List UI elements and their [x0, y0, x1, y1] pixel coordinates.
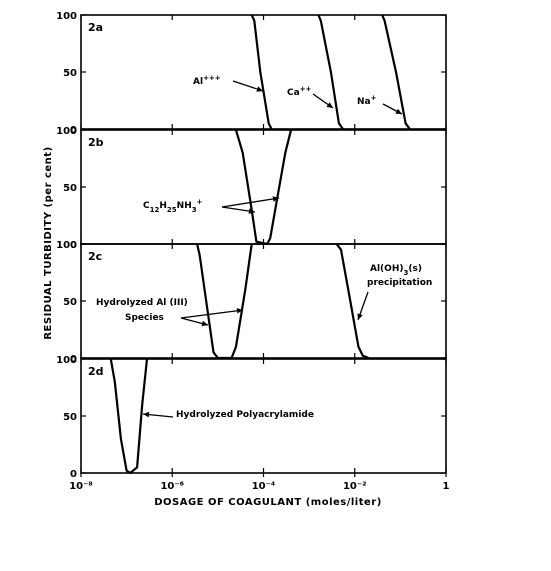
panel-label: 2a: [88, 21, 103, 34]
series-line-1: [234, 129, 293, 246]
annotation-arrow: [180, 309, 244, 319]
y-tick-label: 100: [56, 126, 77, 137]
y-tick-label: 50: [63, 183, 77, 194]
chart-panel-2b: 2b 0 50 100 C12H25NH3+: [56, 126, 447, 251]
x-tick-label: 1: [443, 481, 450, 492]
annotation-label-line2: Species: [125, 313, 164, 323]
annotation-arrow: [221, 197, 280, 208]
panel-label: 2d: [88, 365, 104, 378]
chart-panel-2c: 2c 0 50 100 Hydrolyzed Al (III) Species Al(OH)…: [56, 240, 447, 365]
y-tick-label: 100: [56, 355, 77, 366]
y-tick-label: 0: [70, 240, 77, 251]
annotation-label: Al+++: [193, 74, 221, 87]
chart-panels: 2a 0 50 100 Al+++ Ca++ Na+ 2b 0 50 100 C12H25NH3+ 2c…: [56, 11, 447, 480]
arrow-head: [256, 86, 263, 92]
y-tick-label: 50: [63, 68, 77, 79]
y-tick-label: 0: [70, 354, 77, 365]
series-line-1: [109, 358, 149, 475]
x-tick-label: 10⁻²: [343, 481, 367, 492]
series-line-2: [317, 14, 344, 130]
series-line-2: [335, 243, 369, 360]
series-line-3: [381, 14, 411, 130]
arrow-head: [357, 313, 363, 320]
x-axis: 10⁻⁸ 10⁻⁶ 10⁻⁴ 10⁻² 1: [69, 473, 450, 492]
annotation-label-line2: precipitation: [367, 278, 432, 288]
panel-label: 2c: [88, 250, 102, 263]
annotation-label: Na+: [357, 94, 377, 107]
y-tick-label: 0: [70, 125, 77, 136]
series-line-1: [250, 14, 273, 130]
x-tick-label: 10⁻⁶: [160, 481, 184, 492]
y-tick-label: 100: [56, 240, 77, 251]
arrow-head: [201, 320, 208, 327]
chart-panel-2a: 2a 0 50 100 Al+++ Ca++ Na+: [56, 11, 447, 136]
y-axis-label: RESIDUAL TURBIDITY (per cent): [43, 146, 54, 339]
y-tick-label: 50: [63, 297, 77, 308]
annotation-label: Ca++: [287, 85, 312, 98]
panel-frame: [80, 14, 447, 130]
chart-panel-2d: 2d 0 50 100 Hydrolyzed Polyacrylamide: [56, 355, 447, 480]
y-tick-label: 100: [56, 11, 77, 22]
x-axis-label: DOSAGE OF COAGULANT (moles/liter): [154, 497, 382, 508]
arrow-head: [236, 308, 243, 314]
arrow-head: [326, 102, 333, 108]
x-tick-label: 10⁻⁸: [69, 481, 93, 492]
annotation-label: Al(OH)3(s): [370, 264, 422, 277]
panel-label: 2b: [88, 136, 104, 149]
arrow-head: [143, 411, 150, 418]
series-line-1: [196, 243, 253, 360]
panel-frame: [80, 129, 447, 245]
arrow-head: [248, 208, 255, 214]
arrow-head: [395, 108, 402, 114]
y-tick-label: 0: [70, 469, 77, 480]
arrow-head: [272, 196, 279, 202]
annotation-label: Hydrolyzed Al (III): [96, 298, 188, 308]
x-tick-label: 10⁻⁴: [252, 481, 276, 492]
y-tick-label: 50: [63, 412, 77, 423]
annotation-label: Hydrolyzed Polyacrylamide: [176, 410, 314, 420]
annotation-label: C12H25NH3+: [143, 198, 203, 214]
